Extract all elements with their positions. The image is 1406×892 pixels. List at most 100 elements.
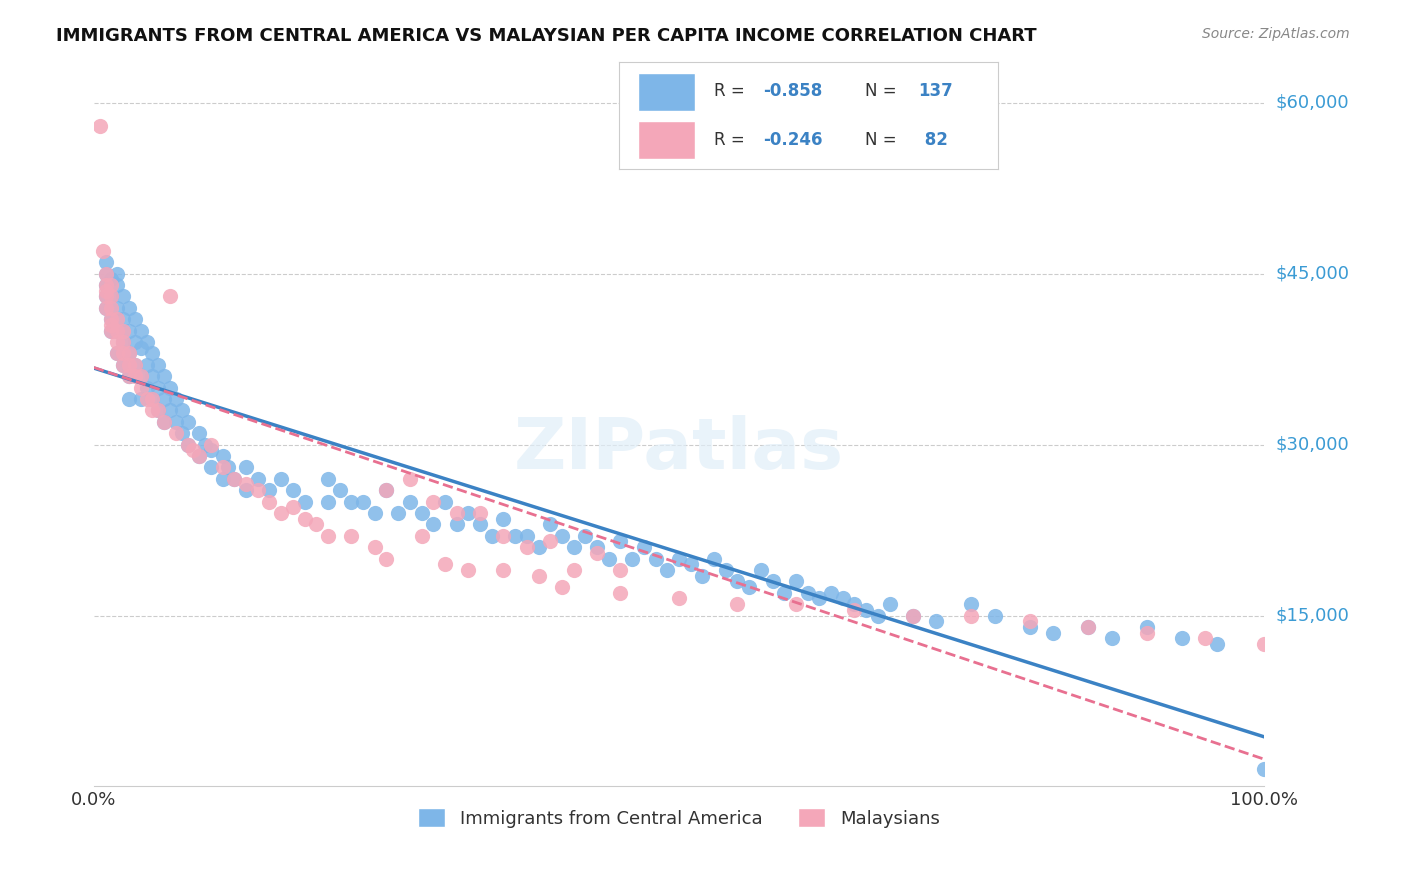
Point: [433, 494, 456, 508]
Point: [281, 483, 304, 498]
Point: [481, 529, 503, 543]
Point: [148, 381, 170, 395]
Point: [105, 324, 128, 338]
Point: [188, 426, 211, 441]
Point: [692, 568, 714, 582]
Point: [855, 603, 877, 617]
Point: [94, 301, 117, 315]
Point: [879, 597, 901, 611]
Point: [211, 460, 233, 475]
Point: [153, 369, 176, 384]
Point: [124, 369, 146, 384]
Point: [538, 517, 561, 532]
Point: [1171, 632, 1194, 646]
Text: 82: 82: [918, 130, 948, 148]
Point: [141, 392, 163, 406]
Point: [398, 494, 420, 508]
Point: [831, 591, 853, 606]
Point: [527, 568, 550, 582]
Point: [551, 580, 574, 594]
Point: [148, 358, 170, 372]
Point: [375, 551, 398, 566]
Point: [94, 289, 117, 303]
Point: [176, 437, 198, 451]
Point: [761, 574, 783, 589]
Point: [170, 426, 193, 441]
Point: [129, 369, 152, 384]
Point: [340, 494, 363, 508]
Point: [866, 608, 889, 623]
Text: 137: 137: [918, 82, 953, 100]
Point: [105, 346, 128, 360]
Point: [135, 381, 157, 395]
Point: [105, 346, 128, 360]
Point: [492, 529, 515, 543]
Point: [135, 334, 157, 349]
Point: [621, 551, 644, 566]
Point: [492, 563, 515, 577]
Point: [224, 472, 246, 486]
Point: [1042, 625, 1064, 640]
Point: [527, 540, 550, 554]
Point: [148, 403, 170, 417]
Point: [235, 477, 257, 491]
Point: [129, 392, 152, 406]
Point: [609, 586, 631, 600]
Point: [118, 358, 141, 372]
Point: [538, 534, 561, 549]
Point: [94, 267, 117, 281]
Point: [112, 346, 135, 360]
Point: [294, 511, 316, 525]
Point: [562, 540, 585, 554]
Point: [516, 529, 538, 543]
Point: [129, 341, 152, 355]
Point: [112, 358, 135, 372]
Point: [129, 369, 152, 384]
Point: [352, 494, 374, 508]
Point: [551, 529, 574, 543]
Point: [124, 358, 146, 372]
Point: [159, 403, 181, 417]
Point: [294, 494, 316, 508]
Point: [100, 278, 122, 293]
Point: [598, 551, 620, 566]
Point: [457, 506, 479, 520]
Point: [679, 558, 702, 572]
Text: -0.246: -0.246: [763, 130, 823, 148]
Point: [135, 392, 157, 406]
Point: [129, 324, 152, 338]
Point: [224, 472, 246, 486]
Point: [141, 369, 163, 384]
Point: [609, 563, 631, 577]
Point: [668, 591, 690, 606]
Point: [246, 472, 269, 486]
Text: $30,000: $30,000: [1275, 435, 1350, 454]
Text: ZIPatlas: ZIPatlas: [513, 415, 844, 483]
Text: Source: ZipAtlas.com: Source: ZipAtlas.com: [1202, 27, 1350, 41]
Point: [246, 483, 269, 498]
Point: [411, 529, 433, 543]
Point: [1253, 637, 1275, 651]
Point: [446, 517, 468, 532]
Point: [796, 586, 818, 600]
Point: [387, 506, 409, 520]
Point: [112, 334, 135, 349]
Point: [200, 443, 222, 458]
Legend: Immigrants from Central America, Malaysians: Immigrants from Central America, Malaysi…: [411, 801, 948, 835]
Point: [644, 551, 666, 566]
Point: [960, 608, 983, 623]
Point: [516, 540, 538, 554]
Point: [124, 312, 146, 326]
Text: $15,000: $15,000: [1275, 607, 1350, 624]
Point: [1253, 763, 1275, 777]
Point: [422, 494, 444, 508]
Point: [129, 381, 152, 395]
Point: [218, 460, 240, 475]
Point: [188, 449, 211, 463]
Point: [375, 483, 398, 498]
Point: [159, 289, 181, 303]
Point: [118, 324, 141, 338]
Point: [316, 494, 339, 508]
Point: [124, 334, 146, 349]
Point: [1101, 632, 1123, 646]
